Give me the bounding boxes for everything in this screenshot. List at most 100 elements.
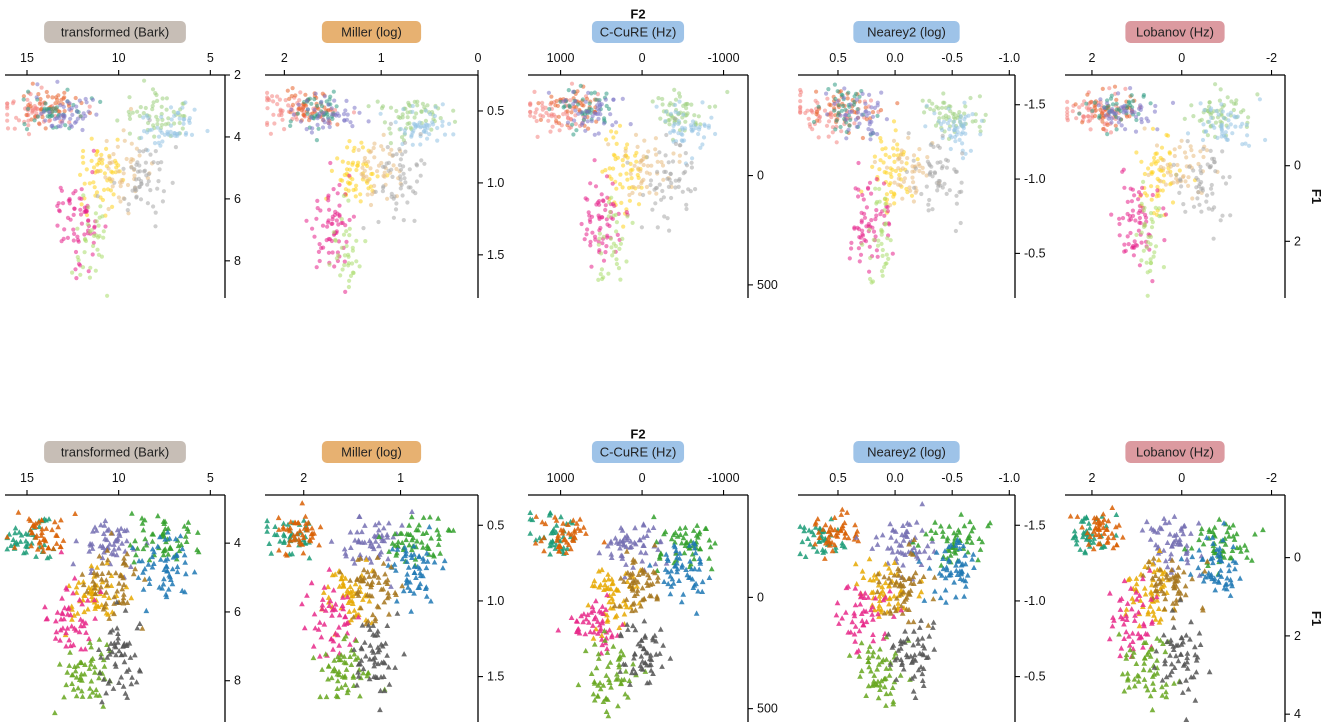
data-point: [382, 571, 388, 577]
data-point: [965, 549, 971, 555]
data-point: [597, 108, 602, 113]
data-point: [866, 664, 872, 670]
data-point: [945, 546, 951, 552]
data-point: [130, 188, 135, 193]
data-point: [90, 170, 95, 175]
data-point: [603, 168, 608, 173]
data-point: [673, 557, 680, 563]
data-point: [1149, 217, 1154, 222]
data-point: [905, 156, 910, 161]
data-point: [380, 189, 385, 194]
data-point: [442, 132, 448, 137]
data-point: [331, 187, 336, 192]
data-point: [676, 119, 681, 124]
data-point: [1244, 122, 1249, 127]
data-point: [407, 587, 414, 593]
data-point: [600, 698, 607, 704]
data-point: [142, 78, 147, 83]
data-point: [911, 652, 918, 658]
data-point: [84, 212, 90, 218]
data-point: [563, 549, 570, 555]
data-point: [568, 614, 575, 620]
data-point: [351, 270, 356, 276]
data-point: [79, 202, 84, 207]
data-point: [664, 132, 669, 138]
data-point: [892, 582, 898, 588]
data-point: [542, 520, 549, 527]
data-point: [88, 678, 95, 684]
data-point: [162, 536, 168, 542]
data-point: [610, 253, 615, 258]
data-point: [81, 608, 88, 615]
data-point: [595, 630, 601, 636]
scatter-points: [5, 78, 210, 298]
data-point: [946, 557, 952, 563]
data-point: [98, 156, 103, 161]
data-point: [319, 602, 326, 608]
data-point: [142, 536, 148, 542]
data-point: [382, 174, 387, 179]
y-tick-label: 1.5: [487, 248, 504, 262]
data-point: [874, 588, 881, 595]
data-point: [149, 538, 156, 544]
data-point: [671, 123, 676, 128]
data-point: [142, 169, 147, 174]
data-point: [632, 524, 638, 531]
data-point: [157, 167, 162, 172]
data-point: [350, 592, 356, 599]
data-point: [879, 139, 884, 144]
data-point: [891, 153, 897, 158]
data-point: [860, 91, 865, 96]
data-point: [100, 656, 107, 663]
data-point: [348, 661, 355, 667]
data-point: [126, 109, 131, 114]
data-point: [38, 111, 44, 116]
data-point: [111, 600, 117, 606]
data-point: [297, 98, 302, 103]
data-point: [156, 134, 162, 139]
data-point: [602, 637, 608, 643]
data-point: [633, 153, 638, 158]
data-point: [341, 112, 347, 117]
data-point: [926, 565, 933, 571]
data-point: [451, 132, 456, 137]
data-point: [1116, 120, 1121, 125]
data-point: [903, 594, 910, 600]
shared-xlabel: F2: [630, 7, 645, 22]
data-point: [118, 525, 124, 531]
data-point: [89, 655, 96, 661]
data-point: [616, 266, 622, 271]
data-point: [621, 578, 627, 584]
data-point: [852, 522, 858, 528]
data-point: [402, 131, 407, 136]
data-point: [1122, 249, 1127, 254]
data-point: [380, 586, 387, 592]
data-point: [124, 694, 131, 700]
data-point: [318, 208, 323, 213]
data-point: [86, 218, 91, 223]
data-point: [859, 189, 864, 194]
data-point: [1229, 99, 1234, 104]
data-point: [627, 574, 633, 580]
data-point: [320, 125, 326, 130]
data-point: [168, 123, 174, 128]
data-point: [674, 569, 680, 575]
data-point: [857, 259, 862, 264]
data-point: [333, 209, 338, 214]
data-point: [956, 529, 963, 535]
data-point: [394, 610, 401, 616]
data-point: [604, 174, 610, 179]
data-point: [884, 117, 890, 122]
y-tick-label: 1.0: [487, 594, 504, 608]
data-point: [108, 188, 113, 193]
data-point: [397, 147, 402, 152]
data-point: [806, 527, 812, 533]
data-point: [875, 100, 880, 105]
data-point: [890, 251, 895, 256]
data-point: [340, 594, 346, 600]
data-point: [599, 618, 606, 624]
data-point: [98, 522, 104, 528]
data-point: [1240, 142, 1245, 147]
